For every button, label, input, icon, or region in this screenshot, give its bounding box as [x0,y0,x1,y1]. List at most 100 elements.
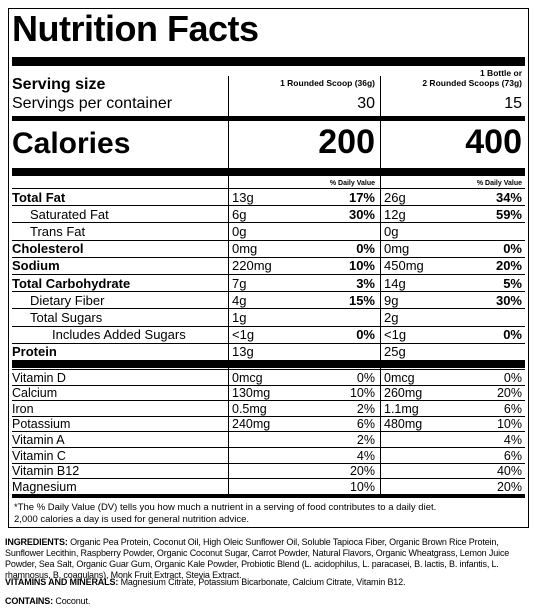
paragraph-label: CONTAINS: [5,596,53,606]
serving-size-label: Serving size [12,76,106,93]
daily-value: 20% [496,479,522,494]
amount: 12g [384,206,406,222]
rule [12,168,525,176]
daily-value: 34% [495,189,522,205]
amount: <1g [232,327,255,343]
rule [12,205,525,207]
rule [12,494,525,498]
daily-value: 15% [348,292,375,308]
daily-value: 20% [496,386,522,401]
nutrient-name: Sodium [12,258,60,274]
rule [12,274,525,275]
amount: 0.5mg [232,401,267,416]
rule [12,400,525,402]
rule [12,342,525,344]
amount: 1.1mg [384,401,419,416]
serving-size: 1 Rounded Scoop (36g) [280,77,375,88]
daily-value: 4% [356,448,375,463]
amount: 450mg [384,258,424,274]
amount: <1g [384,327,407,343]
daily-value: 20% [495,258,522,274]
amount: 2g [384,309,399,325]
rule [12,256,525,258]
rule [12,188,525,189]
daily-value: 0% [503,370,522,385]
amount: 0mg [384,241,410,257]
rule [12,360,525,368]
amount: 6g [232,206,247,222]
amount: 4g [232,292,247,308]
rule [12,239,525,241]
rule [12,384,525,386]
nutrient-name: Includes Added Sugars [52,327,186,343]
amount: 13g [232,344,254,360]
nutrient-name: Total Carbohydrate [12,275,131,291]
daily-value: 10% [348,258,375,274]
daily-value: 4% [503,432,522,447]
amount: 240mg [232,417,271,432]
daily-value: 0% [356,327,375,343]
nutrient-name: Trans Fat [30,223,86,239]
nutrient-name: Total Sugars [30,309,103,325]
rule [228,76,229,494]
nutrient-name: Potassium [12,417,71,432]
rule [12,57,525,66]
rule [12,369,525,370]
nutrient-name: Magnesium [12,479,77,494]
daily-value: 10% [496,417,522,432]
amount: 0g [232,223,247,239]
amount: 0mg [232,241,258,257]
nutrient-name: Vitamin A [12,432,65,447]
rule [12,308,525,310]
amount: 14g [384,275,406,291]
rule [12,431,525,433]
nutrient-name: Vitamin D [12,370,66,385]
paragraph: VITAMINS AND MINERALS: Magnesium Citrate… [5,577,531,588]
daily-value: 0% [503,327,522,343]
amount: 0mcg [232,370,263,385]
dv-header: % Daily Value [329,180,375,187]
daily-value: 10% [349,479,375,494]
amount: 0g [384,223,399,239]
amount: 260mg [384,386,423,401]
daily-value: 6% [356,417,375,432]
servings: 30 [357,95,375,112]
paragraph-text: Coconut. [55,596,91,606]
footnote: 2,000 calories a day is used for general… [14,514,249,525]
amount: 7g [232,275,247,291]
serving-size: 1 Bottle or [479,68,522,78]
calories: 400 [465,123,522,161]
daily-value: 6% [503,448,522,463]
servings: 15 [504,95,522,112]
daily-value: 5% [503,275,522,291]
daily-value: 30% [348,206,375,222]
title: Nutrition Facts [12,8,259,49]
paragraph-text: Magnesium Citrate, Potassium Bicarbonate… [120,577,406,587]
paragraph-label: VITAMINS AND MINERALS: [5,577,119,587]
rule [12,325,525,327]
nutrient-name: Total Fat [12,189,66,205]
daily-value: 0% [503,241,522,257]
rule [12,462,525,464]
rule [12,478,525,480]
footnote: *The % Daily Value (DV) tells you how mu… [14,502,437,513]
nutrient-name: Cholesterol [12,241,84,257]
dv-header: % Daily Value [476,180,522,187]
daily-value: 2% [356,401,375,416]
daily-value: 30% [495,292,522,308]
nutrient-name: Vitamin B12 [12,464,80,479]
amount: 1g [232,309,247,325]
paragraph: INGREDIENTS: Organic Pea Protein, Coconu… [5,537,531,581]
label-border [8,8,529,528]
daily-value: 17% [348,189,375,205]
paragraph: CONTAINS: Coconut. [5,596,531,607]
daily-value: 6% [503,401,522,416]
nutrient-name: Saturated Fat [30,206,109,222]
amount: 9g [384,292,399,308]
rule [12,291,525,293]
nutrient-name: Protein [12,344,57,360]
serving-size: 2 Rounded Scoops (73g) [422,77,522,88]
amount: 13g [232,189,254,205]
paragraph-text: Organic Pea Protein, Coconut Oil, High O… [5,537,510,580]
amount: 26g [384,189,406,205]
